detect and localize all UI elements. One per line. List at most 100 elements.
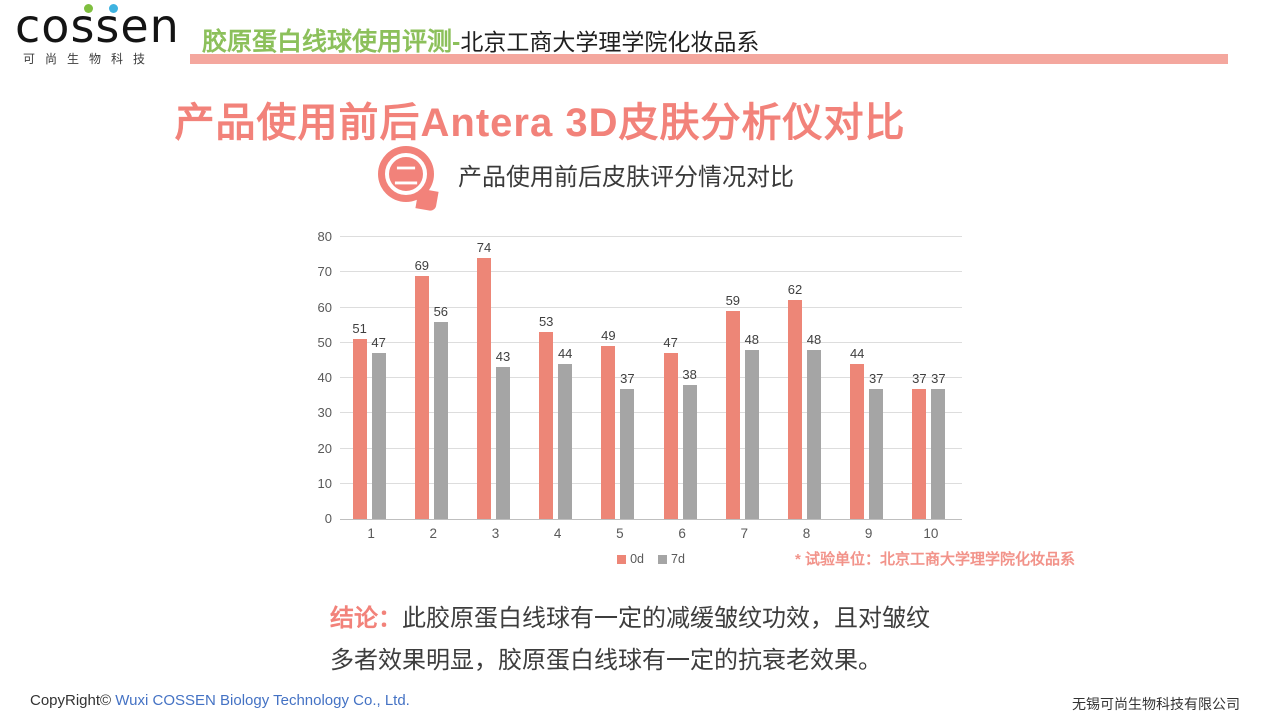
bar-7d-cat7	[744, 349, 759, 519]
y-tick-label: 20	[317, 440, 332, 456]
bar-value-label: 37	[868, 370, 884, 386]
logo-word-part2: en	[120, 0, 180, 53]
conclusion-label: 结论：	[330, 605, 402, 632]
bar-value-label: 43	[495, 349, 511, 365]
trial-unit-note: * 试验单位：北京工商大学理学院化妆品系	[795, 551, 1076, 568]
logo-green-dot-icon	[84, 4, 94, 13]
conclusion: 结论：此胶原蛋白线球有一定的减缓皱纹功效，且对皱纹 多者效果明显，胶原蛋白线球有…	[330, 598, 970, 682]
gridline	[340, 377, 962, 378]
bar-value-label: 44	[557, 345, 573, 361]
bar-7d-cat3	[496, 367, 510, 519]
x-tick-label: 7	[740, 526, 749, 541]
logo-blue-dot-icon	[109, 4, 119, 13]
bar-value-label: 59	[725, 293, 741, 309]
bar-7d-cat4	[558, 363, 573, 519]
bar-7d-cat2	[433, 321, 448, 519]
bar-0d-cat9	[850, 363, 865, 519]
chart-legend: 0d 7d	[340, 552, 962, 566]
y-tick-label: 30	[317, 405, 332, 421]
conclusion-text-1: 此胶原蛋白线球有一定的减缓皱纹功效，且对皱纹	[402, 605, 930, 632]
company-name-en: Wuxi COSSEN Biology Technology Co., Ltd.	[115, 692, 410, 709]
gridline	[340, 306, 962, 308]
bar-0d-cat6	[663, 353, 678, 519]
page-title: 产品使用前后Antera 3D皮肤分析仪对比	[174, 101, 906, 145]
gridline	[340, 271, 962, 273]
cossen-logo: cos s en 可尚生物科技	[15, 2, 180, 67]
section-subtitle: 产品使用前后皮肤评分情况对比	[458, 163, 794, 191]
gridline	[340, 412, 962, 414]
copyright-prefix: CopyRight©	[30, 692, 116, 709]
y-tick-label: 50	[317, 334, 332, 350]
x-tick-label: 6	[678, 526, 686, 541]
bar-value-label: 48	[806, 331, 822, 347]
gridline	[340, 236, 962, 237]
logo-s1: s	[70, 2, 95, 50]
section-row: 二 产品使用前后皮肤评分情况对比	[378, 146, 794, 212]
bar-7d-cat9	[869, 388, 884, 519]
bar-value-label: 47	[663, 335, 678, 351]
bar-0d-cat3	[477, 258, 491, 519]
bar-value-label: 37	[931, 370, 946, 386]
logo-s2: s	[95, 2, 120, 50]
bar-7d-cat5	[620, 388, 635, 519]
legend-label: 7d	[671, 552, 685, 566]
bar-chart: 0 10 20 30 40 50 60 70 80 51 47 69 56 74 43 53 44 49 37 47…	[300, 226, 980, 576]
bar-value-label: 38	[682, 367, 697, 383]
x-tick-label: 10	[923, 526, 939, 541]
bar-0d-cat2	[414, 275, 429, 519]
copyright-text: CopyRight© Wuxi COSSEN Biology Technolog…	[30, 692, 410, 709]
header-topic-black: 北京工商大学理学院化妆品系	[460, 29, 760, 55]
bar-0d-cat5	[601, 346, 616, 519]
y-tick-label: 70	[317, 264, 332, 280]
x-tick-label: 1	[367, 526, 375, 541]
logo-subtext: 可尚生物科技	[23, 52, 156, 66]
bar-value-label: 37	[620, 370, 635, 386]
x-tick-label: 5	[616, 526, 624, 541]
plot-area: 51 47 69 56 74 43 53 44 49 37 47 38 59 48 62 48 44 37 37 37	[340, 236, 962, 520]
gridline	[340, 447, 962, 449]
bar-value-label: 74	[476, 240, 492, 256]
bar-7d-cat10	[931, 388, 946, 519]
bar-value-label: 48	[744, 331, 760, 347]
y-tick-label: 60	[317, 299, 332, 315]
bar-value-label: 53	[538, 314, 554, 330]
header-topic: 胶原蛋白线球使用评测-北京工商大学理学院化妆品系	[202, 22, 759, 58]
bar-value-label: 49	[601, 328, 616, 344]
bar-7d-cat6	[682, 385, 697, 519]
bar-0d-cat1	[352, 339, 367, 519]
gridline	[340, 341, 962, 343]
y-tick-label: 40	[317, 370, 332, 385]
section-number: 二	[394, 162, 418, 190]
bar-value-label: 69	[414, 257, 430, 273]
x-axis: 1 2 3 4 5 6 7 8 9 10	[340, 526, 962, 544]
bar-0d-cat7	[725, 311, 740, 519]
legend-item-7d: 7d	[658, 552, 685, 566]
gridline	[340, 482, 962, 484]
logo-word-part1: co	[15, 0, 71, 53]
company-name-cn: 无锡可尚生物科技有限公司	[1072, 696, 1240, 712]
bar-value-label: 37	[912, 370, 927, 386]
x-tick-label: 9	[864, 526, 873, 541]
section-badge-bubble-icon: 二	[378, 146, 439, 212]
bar-value-label: 56	[433, 303, 449, 319]
y-tick-label: 0	[324, 511, 332, 526]
bar-value-label: 51	[352, 321, 367, 337]
logo-word: cos s en	[15, 2, 180, 50]
y-axis: 0 10 20 30 40 50 60 70 80	[300, 229, 332, 526]
x-tick-label: 3	[491, 526, 500, 541]
x-tick-label: 4	[553, 526, 562, 541]
header-topic-green: 胶原蛋白线球使用评测-	[202, 28, 461, 56]
bubble-ring	[385, 153, 427, 195]
header-accent-bar	[190, 54, 1228, 64]
y-tick-label: 10	[317, 475, 332, 491]
bar-0d-cat8	[788, 300, 802, 519]
legend-swatch-icon	[658, 554, 667, 564]
y-tick-label: 80	[317, 229, 332, 244]
logo-s1-letter: s	[70, 0, 96, 53]
bar-0d-cat4	[539, 332, 554, 519]
conclusion-line-1: 结论：此胶原蛋白线球有一定的减缓皱纹功效，且对皱纹	[330, 598, 970, 640]
x-tick-label: 8	[802, 526, 811, 541]
x-tick-label: 2	[429, 526, 438, 541]
conclusion-line-2: 多者效果明显，胶原蛋白线球有一定的抗衰老效果。	[330, 647, 882, 674]
